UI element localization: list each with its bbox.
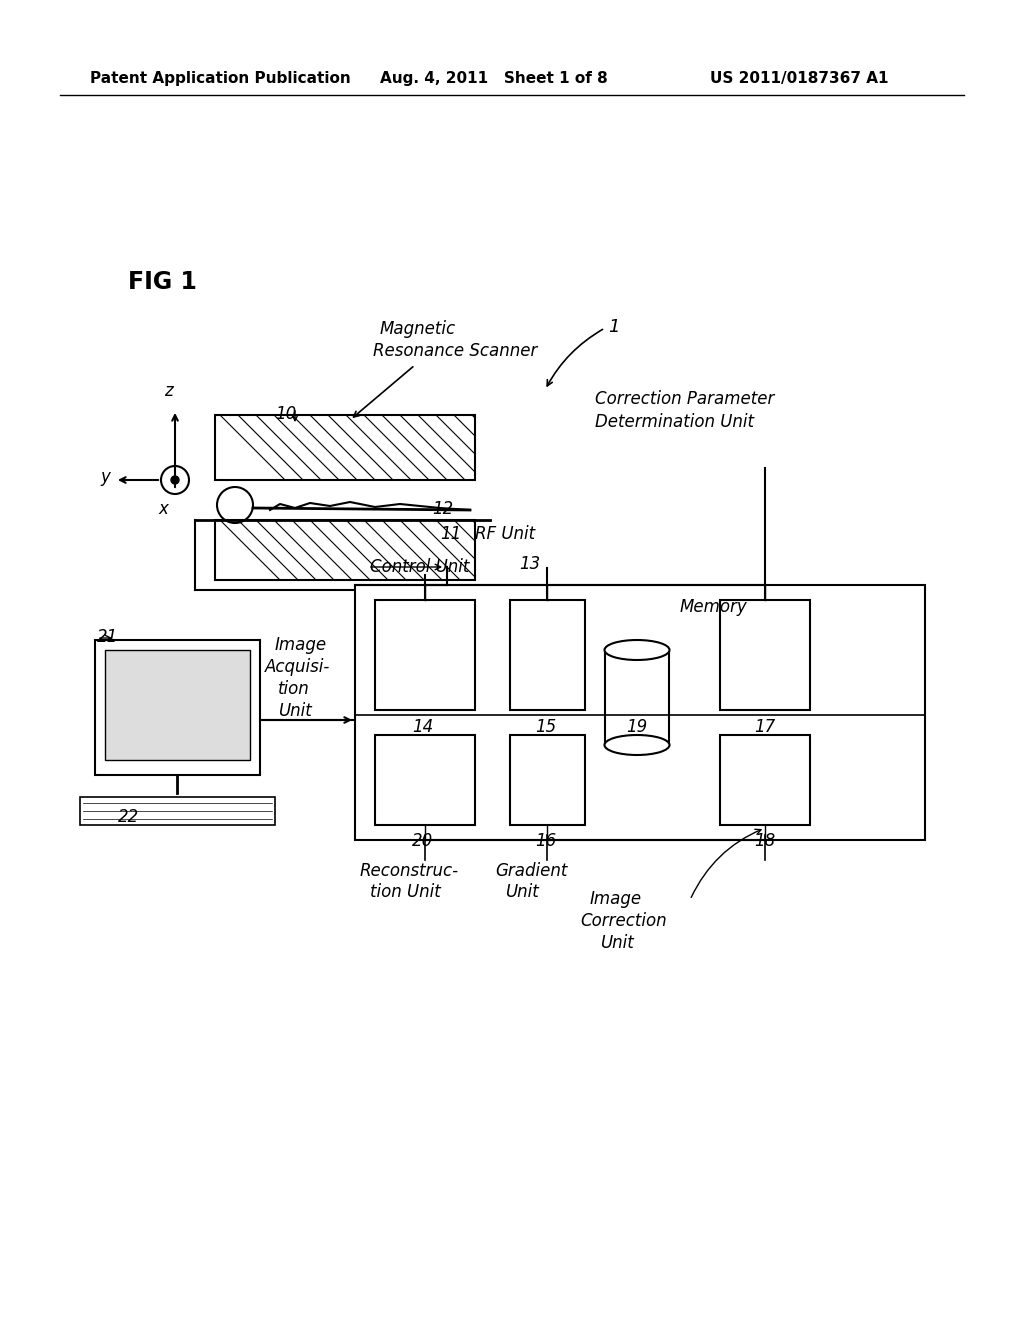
Text: z: z (164, 381, 172, 400)
Text: 12: 12 (432, 500, 454, 517)
Text: Unit: Unit (278, 702, 311, 719)
Bar (510, 735, 585, 825)
Text: x: x (158, 500, 168, 517)
Text: Resonance Scanner: Resonance Scanner (373, 342, 538, 360)
Text: US 2011/0187367 A1: US 2011/0187367 A1 (710, 70, 889, 86)
Text: 22: 22 (118, 808, 139, 826)
Bar (215, 414, 475, 480)
Bar (720, 735, 810, 825)
Text: 19: 19 (627, 718, 647, 737)
Bar (355, 585, 925, 840)
Bar (80, 797, 275, 825)
Text: 11: 11 (440, 525, 461, 543)
Text: Patent Application Publication: Patent Application Publication (90, 70, 351, 86)
Bar (375, 735, 475, 825)
Text: y: y (100, 469, 110, 486)
Text: Reconstruc-: Reconstruc- (360, 862, 459, 880)
Bar (510, 601, 585, 710)
Bar (375, 601, 475, 710)
Circle shape (171, 477, 179, 484)
Bar (720, 601, 810, 710)
Text: Correction: Correction (580, 912, 667, 931)
Text: Magnetic: Magnetic (380, 319, 456, 338)
Bar (105, 649, 250, 760)
Text: 14: 14 (413, 718, 433, 737)
Text: Memory: Memory (680, 598, 748, 616)
Text: RF Unit: RF Unit (475, 525, 536, 543)
Text: Correction Parameter: Correction Parameter (595, 389, 774, 408)
Text: 17: 17 (755, 718, 775, 737)
Bar (95, 640, 260, 775)
Text: Image: Image (590, 890, 642, 908)
Text: 15: 15 (536, 718, 557, 737)
Text: Aug. 4, 2011   Sheet 1 of 8: Aug. 4, 2011 Sheet 1 of 8 (380, 70, 608, 86)
Text: 20: 20 (413, 832, 433, 850)
Text: Image: Image (275, 636, 327, 653)
Text: 1: 1 (608, 318, 620, 337)
Text: 13: 13 (519, 554, 541, 573)
Text: tion Unit: tion Unit (370, 883, 440, 902)
Text: 10: 10 (275, 405, 296, 422)
Text: Unit: Unit (600, 935, 634, 952)
Text: 18: 18 (755, 832, 775, 850)
Text: 21: 21 (97, 628, 118, 645)
Text: FIG 1: FIG 1 (128, 271, 197, 294)
Text: Acquisi-: Acquisi- (265, 657, 331, 676)
Text: tion: tion (278, 680, 309, 698)
Text: 16: 16 (536, 832, 557, 850)
Text: Control Unit: Control Unit (370, 558, 469, 576)
Text: Unit: Unit (505, 883, 539, 902)
Ellipse shape (604, 640, 670, 660)
Text: Determination Unit: Determination Unit (595, 413, 754, 432)
Ellipse shape (604, 735, 670, 755)
Bar (215, 520, 475, 579)
Text: Gradient: Gradient (495, 862, 567, 880)
